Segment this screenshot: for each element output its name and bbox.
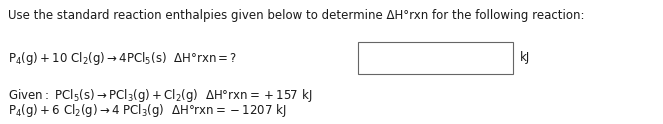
Text: Use the standard reaction enthalpies given below to determine ΔH°rxn for the fol: Use the standard reaction enthalpies giv…	[8, 9, 585, 22]
Text: $\mathrm{Given:\ PCl_5(s) \rightarrow PCl_3(g) + Cl_2(g)\ \ \Delta H°rxn = +157\: $\mathrm{Given:\ PCl_5(s) \rightarrow PC…	[8, 87, 312, 104]
Text: $\mathrm{P_4(g) + 6\ Cl_2(g) \rightarrow 4\ PCl_3(g)\ \ \Delta H°rxn = -1207\ kJ: $\mathrm{P_4(g) + 6\ Cl_2(g) \rightarrow…	[8, 102, 286, 119]
Text: $\mathrm{P_4(g) + 10\ Cl_2(g) \rightarrow 4PCl_5(s)\ \ \Delta H°rxn = ?}$: $\mathrm{P_4(g) + 10\ Cl_2(g) \rightarro…	[8, 50, 237, 67]
Text: kJ: kJ	[520, 51, 530, 64]
